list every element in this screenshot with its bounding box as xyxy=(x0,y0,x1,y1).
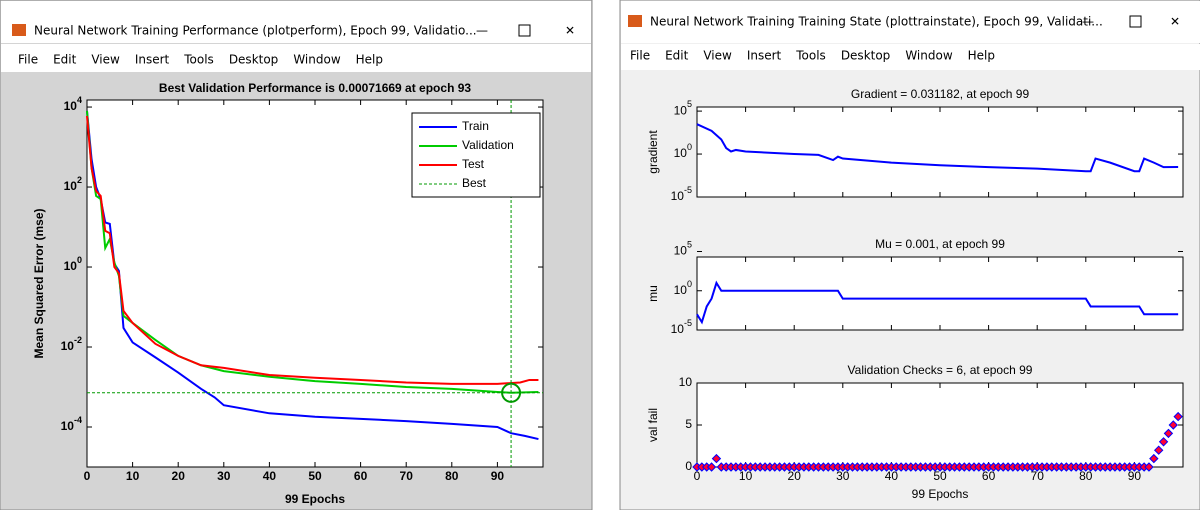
marker xyxy=(1158,437,1169,447)
series-line xyxy=(696,280,1179,325)
x-tick-label: 30 xyxy=(217,469,231,483)
plot-title: Gradient = 0.031182, at epoch 99 xyxy=(851,87,1030,101)
menu-item[interactable]: Edit xyxy=(665,49,689,63)
marker xyxy=(1144,462,1154,472)
close-button[interactable]: ✕ xyxy=(1170,15,1180,29)
menu-item[interactable]: Tools xyxy=(183,53,214,67)
x-tick-label: 50 xyxy=(308,469,322,483)
x-tick-label: 40 xyxy=(885,469,899,483)
minimize-button[interactable]: — xyxy=(476,24,488,38)
menu-item[interactable]: Window xyxy=(293,53,341,67)
y-axis-label: Mean Squared Error (mse) xyxy=(32,208,46,358)
x-tick-label: 60 xyxy=(982,469,996,483)
menu-item[interactable]: Insert xyxy=(135,53,170,67)
x-tick-label: 0 xyxy=(84,469,91,483)
maximize-button[interactable] xyxy=(1129,15,1142,28)
series-line xyxy=(696,123,1179,173)
x-tick-label: 10 xyxy=(126,469,140,483)
x-tick-label: 50 xyxy=(933,469,947,483)
x-axis-label: 99 Epochs xyxy=(285,492,345,506)
x-tick-label: 40 xyxy=(263,469,277,483)
x-tick-label: 20 xyxy=(788,469,802,483)
x-tick-label: 60 xyxy=(354,469,368,483)
menu-item[interactable]: View xyxy=(703,49,732,63)
menu-item[interactable]: Edit xyxy=(53,53,77,67)
maximize-button[interactable] xyxy=(518,24,531,37)
legend-label: Test xyxy=(462,157,485,171)
plot-title: Validation Checks = 6, at epoch 99 xyxy=(848,363,1033,377)
plot-area xyxy=(696,256,1184,331)
y-tick-label: 10 xyxy=(679,375,693,389)
legend-label: Best xyxy=(462,176,487,190)
plot-title: Best Validation Performance is 0.0007166… xyxy=(159,81,471,95)
menu-bar xyxy=(1,44,591,72)
best-marker xyxy=(501,382,522,403)
menu-item[interactable]: Help xyxy=(968,49,995,63)
menu: File Edit View Insert Tools Desktop Window Help xyxy=(18,53,383,67)
x-tick-label: 70 xyxy=(1031,469,1045,483)
x-axis-label: 99 Epochs xyxy=(912,487,969,501)
y-tick-label: 0 xyxy=(685,459,692,473)
x-tick-label: 20 xyxy=(172,469,186,483)
menu-bar xyxy=(621,44,1200,70)
y-axis-label: mu xyxy=(646,285,660,302)
x-tick-label: 90 xyxy=(491,469,505,483)
x-tick-label: 10 xyxy=(739,469,753,483)
x-tick-label: 0 xyxy=(694,469,701,483)
series-line xyxy=(86,115,539,385)
x-tick-label: 80 xyxy=(1079,469,1093,483)
title-bar xyxy=(621,1,1200,43)
x-tick-label: 80 xyxy=(445,469,459,483)
window-title: Neural Network Training Performance (plo… xyxy=(34,24,477,38)
menu-item[interactable]: Help xyxy=(356,53,383,67)
x-tick-label: 90 xyxy=(1128,469,1142,483)
marker xyxy=(1153,445,1164,455)
window-title: Neural Network Training Training State (… xyxy=(650,15,1103,29)
menu-item[interactable]: Desktop xyxy=(229,53,279,67)
y-axis-label: gradient xyxy=(646,130,660,174)
minimize-button[interactable]: — xyxy=(1082,15,1094,29)
marker xyxy=(1168,420,1178,430)
menu-item[interactable]: Window xyxy=(905,49,953,63)
menu-item[interactable]: View xyxy=(91,53,120,67)
menu: File Edit View Insert Tools Desktop Window Help xyxy=(630,49,995,63)
legend-label: Validation xyxy=(462,138,514,152)
marker xyxy=(706,462,717,472)
marker xyxy=(1149,453,1159,464)
marker xyxy=(711,453,722,464)
x-tick-label: 70 xyxy=(400,469,414,483)
plot-title: Mu = 0.001, at epoch 99 xyxy=(875,237,1005,251)
plot-area xyxy=(696,382,1184,468)
title-bar xyxy=(1,1,591,43)
app-icon xyxy=(628,15,642,27)
menu-item[interactable]: File xyxy=(18,53,38,67)
marker xyxy=(1173,411,1183,422)
menu-item[interactable]: Desktop xyxy=(841,49,891,63)
menu-item[interactable]: Insert xyxy=(747,49,782,63)
x-tick-label: 30 xyxy=(836,469,850,483)
menu-item[interactable]: File xyxy=(630,49,650,63)
menu-item[interactable]: Tools xyxy=(795,49,826,63)
legend-label: Train xyxy=(462,119,489,133)
close-button[interactable]: ✕ xyxy=(565,24,575,38)
y-tick-label: 5 xyxy=(685,417,692,431)
series-line xyxy=(86,110,539,394)
app-icon xyxy=(12,24,26,36)
marker xyxy=(1163,428,1174,439)
y-axis-label: val fail xyxy=(646,408,660,442)
